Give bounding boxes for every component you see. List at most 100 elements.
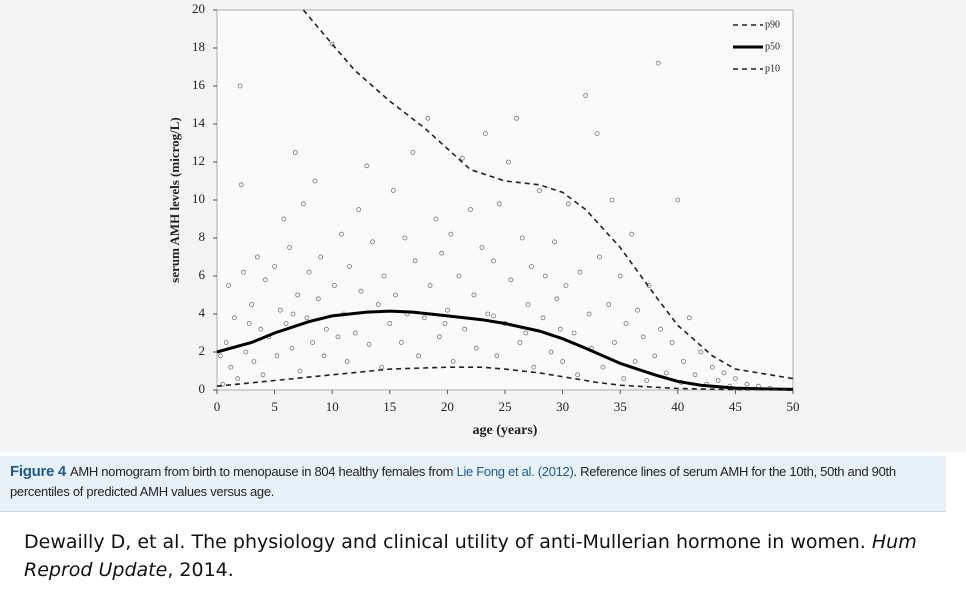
y-tick-label: 20 <box>192 1 205 16</box>
data-point <box>295 292 301 298</box>
data-point <box>315 296 321 302</box>
data-point <box>450 359 456 364</box>
y-tick-label: 4 <box>199 305 206 320</box>
data-point <box>226 283 231 288</box>
data-point <box>577 269 583 275</box>
data-point <box>669 340 675 345</box>
data-point <box>274 353 280 359</box>
citation: Dewailly D, et al. The physiology and cl… <box>24 528 944 584</box>
data-point <box>491 258 496 264</box>
data-point <box>681 359 686 364</box>
percentile-line <box>216 366 794 391</box>
data-point <box>479 245 485 250</box>
percentile-line <box>216 309 794 391</box>
y-tick-label: 12 <box>192 153 205 168</box>
x-tick-label: 50 <box>787 399 800 414</box>
data-point <box>237 83 243 89</box>
data-point <box>321 353 327 359</box>
data-point <box>655 60 661 66</box>
data-point <box>715 378 721 383</box>
data-point <box>514 115 519 121</box>
x-tick-label: 15 <box>383 399 396 414</box>
x-tick-label: 45 <box>729 399 742 414</box>
y-tick-label: 2 <box>199 343 206 358</box>
data-point <box>744 381 750 387</box>
data-point <box>390 188 396 193</box>
data-point <box>439 250 445 256</box>
data-point <box>494 353 500 359</box>
data-point <box>698 349 704 355</box>
data-point <box>421 315 427 321</box>
data-point <box>675 197 681 203</box>
data-point <box>483 131 488 136</box>
citation-text: , 2014. <box>167 559 234 581</box>
plot-area <box>216 9 794 391</box>
data-point <box>339 231 344 237</box>
data-point <box>617 273 623 279</box>
data-point <box>560 359 565 364</box>
figure-label: Figure 4 <box>10 463 66 480</box>
data-point <box>606 302 612 307</box>
data-point <box>468 207 473 212</box>
data-point <box>554 296 560 302</box>
citation-text: Dewailly D, et al. The physiology and cl… <box>24 531 872 553</box>
data-point <box>290 311 296 317</box>
data-point <box>565 201 571 207</box>
data-point <box>352 330 358 336</box>
data-point <box>644 378 650 383</box>
data-point <box>575 372 580 378</box>
data-point <box>491 313 496 319</box>
data-point <box>612 340 617 345</box>
data-point <box>571 330 577 336</box>
y-tick-label: 0 <box>199 381 206 396</box>
data-point <box>318 254 324 260</box>
data-point <box>629 231 635 237</box>
data-point <box>393 292 398 298</box>
caption-text: . Reference lines of serum AMH for the 1… <box>10 464 896 499</box>
data-point <box>387 321 393 326</box>
data-point <box>433 216 439 222</box>
data-point <box>721 370 727 376</box>
x-tick-label: 5 <box>271 399 278 414</box>
data-point <box>381 273 387 279</box>
x-tick-label: 40 <box>671 399 684 414</box>
data-point <box>241 269 246 275</box>
data-point <box>459 155 465 161</box>
data-point <box>235 376 241 382</box>
chart: age (years) serum AMH levels (microg/L) … <box>167 1 800 438</box>
y-axis-label: serum AMH levels (microg/L) <box>167 117 182 282</box>
data-point <box>416 353 422 359</box>
data-point <box>623 321 629 326</box>
data-point <box>517 340 523 345</box>
data-point <box>692 372 698 378</box>
data-point <box>597 254 602 260</box>
data-point <box>218 353 223 359</box>
x-tick-label: 10 <box>326 399 339 414</box>
data-point <box>563 283 569 288</box>
data-point <box>733 376 738 382</box>
data-point <box>310 340 316 345</box>
data-point <box>287 245 292 250</box>
data-point <box>540 315 546 321</box>
data-point <box>283 321 289 326</box>
y-tick-label: 6 <box>199 267 206 282</box>
data-point <box>609 197 615 203</box>
x-tick-label: 30 <box>556 399 569 414</box>
data-point <box>686 315 692 321</box>
data-point <box>324 326 329 332</box>
data-point <box>525 302 531 307</box>
data-point <box>258 326 264 332</box>
data-point <box>448 231 454 237</box>
data-point <box>402 235 408 241</box>
reference-link[interactable]: Lie Fong et al. (2012) <box>456 464 574 479</box>
data-point <box>356 207 362 212</box>
data-point <box>366 341 372 347</box>
data-point <box>223 340 229 345</box>
data-point <box>552 239 557 245</box>
data-point <box>709 364 715 370</box>
data-point <box>519 235 525 241</box>
data-point <box>436 334 442 340</box>
caption: Figure 4 AMH nomogram from birth to menop… <box>0 456 946 512</box>
data-point <box>398 340 404 345</box>
